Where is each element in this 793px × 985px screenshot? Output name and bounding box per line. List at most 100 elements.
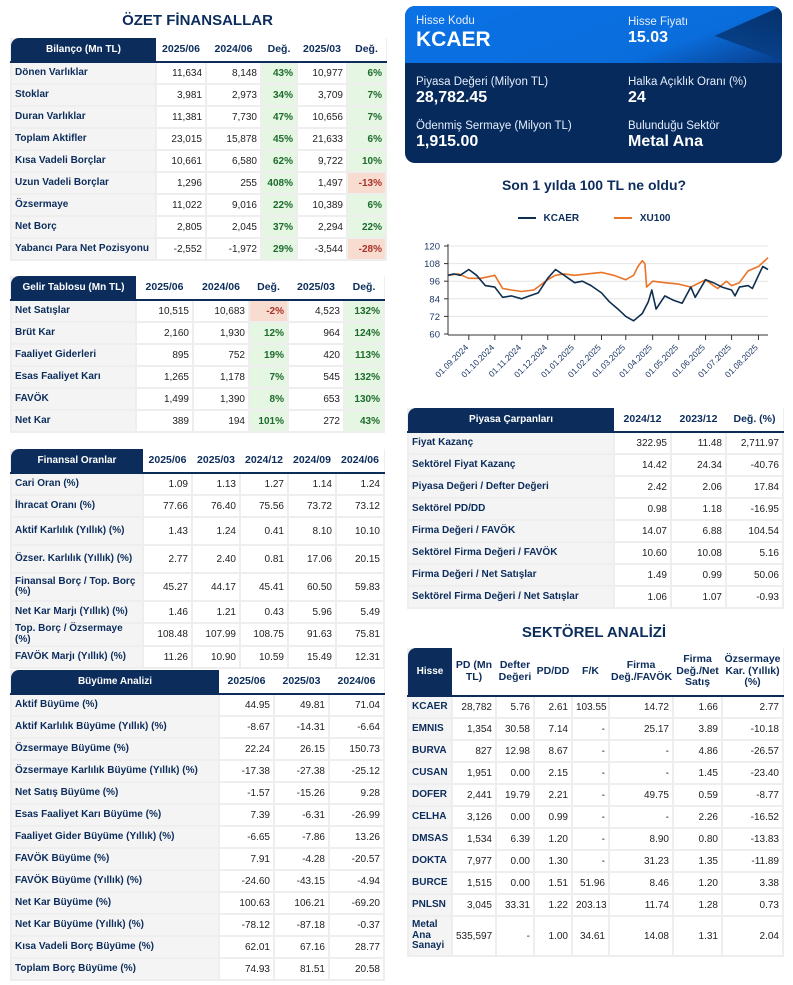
value-cell: -1,972 (205, 237, 262, 261)
value-cell: 1.51 (533, 871, 573, 895)
value-cell: 8.67 (533, 739, 573, 763)
legend-item-xu100: XU100 (613, 213, 670, 224)
value-cell: 3,045 (451, 893, 497, 917)
stock-price-value: 15.03 (628, 29, 669, 46)
value-cell: 1.07 (670, 585, 727, 609)
change-cell: 8% (248, 387, 289, 411)
change-cell: 6% (346, 61, 387, 85)
row-label: EMNIS (407, 717, 453, 741)
value-cell: -8.67 (218, 715, 275, 739)
value-cell: - (571, 805, 610, 829)
value-cell: 1.35 (672, 849, 723, 873)
table-row: Kısa Vadeli Borçlar 10,661 6,580 62% 9,722 10… (10, 149, 387, 173)
value-cell: 1.28 (672, 893, 723, 917)
value-cell: -27.38 (273, 759, 330, 783)
value-cell: 3,981 (155, 83, 207, 107)
value-cell: -25.12 (328, 759, 385, 783)
value-cell: 0.00 (495, 761, 535, 785)
table-row: Sektörel Firma Değeri / Net Satışlar 1.06… (407, 585, 784, 609)
value-cell: 0.99 (670, 563, 727, 587)
stock-info-card: Hisse Kodu KCAER Hisse Fiyatı 15.03 Piya… (405, 6, 782, 163)
value-cell: 2,711.97 (725, 431, 784, 455)
column-header: Firma Değ./FAVÖK (609, 648, 673, 697)
row-label: Toplam Aktifler (10, 127, 157, 151)
column-header: 2025/06 (143, 449, 192, 474)
value-cell: 14.42 (613, 453, 672, 477)
paid-capital-label: Ödenmiş Sermaye (Milyon TL) (416, 120, 572, 132)
header-row: Hisse PD (Mn TL) Defter Değeri PD/DD F/K Firm… (408, 648, 783, 697)
value-cell: 103.55 (571, 695, 610, 719)
y-tick-label: 84 (429, 294, 440, 305)
stock-code: Hisse Kodu KCAER (416, 15, 491, 52)
table-row: FAVÖK Marjı (Yıllık) (%) 11.26 10.90 10.59 1… (10, 645, 385, 669)
summary-title: ÖZET FİNANSALLAR (122, 12, 273, 29)
row-label: Esas Faaliyet Karı Büyüme (%) (10, 803, 220, 827)
column-header: Değ. (249, 276, 288, 301)
value-cell: 1.24 (191, 516, 241, 546)
y-tick-label: 108 (424, 259, 440, 270)
value-cell: -17.38 (218, 759, 275, 783)
value-cell: - (571, 739, 610, 763)
series-line-kcaer (447, 265, 769, 322)
legend-swatch (613, 217, 632, 219)
value-cell: -0.93 (725, 585, 784, 609)
value-cell: 7.14 (533, 717, 573, 741)
value-cell: 2.40 (191, 544, 241, 574)
change-cell: 22% (260, 193, 298, 217)
row-label: Finansal Borç / Top. Borç (%) (10, 572, 144, 602)
value-cell: 9.28 (328, 781, 385, 805)
change-cell: -28% (346, 237, 387, 261)
value-cell: -15.26 (273, 781, 330, 805)
value-cell: 5.76 (495, 695, 535, 719)
chart-legend: KCAER XU100 (405, 211, 783, 224)
value-cell: -16.95 (725, 497, 784, 521)
value-cell: 1.00 (533, 915, 573, 957)
table-row: Sektörel Fiyat Kazanç 14.42 24.34 -40.76 (407, 453, 784, 477)
column-header: PD/DD (534, 648, 572, 697)
free-float-label: Halka Açıklık Oranı (%) (628, 76, 747, 88)
table-row: Toplam Borç Büyüme (%) 74.93 81.51 20.58 (10, 957, 385, 981)
value-cell: 59.83 (335, 572, 385, 602)
table-row: Fiyat Kazanç 322.95 11.48 2,711.97 (407, 431, 784, 455)
table-row: Aktif Büyüme (%) 44.95 49.81 71.04 (10, 693, 385, 717)
table-row: BURVA 827 12.98 8.67- -4.86 -26.57 (407, 739, 784, 763)
table-row: PNLSN 3,045 33.31 1.22 203.13 11.74 1.28 0.73 (407, 893, 784, 917)
value-cell: 108.48 (142, 622, 193, 647)
header-row: Büyüme Analizi 2025/06 2025/03 2024/06 (11, 670, 384, 695)
value-cell: 10.59 (239, 645, 289, 669)
value-cell: 7.91 (218, 847, 275, 871)
row-label: Firma Değeri / FAVÖK (407, 519, 615, 543)
row-label: Faaliyet Gider Büyüme (Yıllık) (%) (10, 825, 220, 849)
row-label: CELHA (407, 805, 453, 829)
value-cell: 1.14 (287, 472, 337, 496)
value-cell: 3.89 (672, 717, 723, 741)
value-cell: 0.00 (495, 871, 535, 895)
row-label: Brüt Kar (10, 321, 137, 345)
value-cell: 2,805 (155, 215, 207, 239)
value-cell: 2.77 (142, 544, 193, 574)
table-row: İhracat Oranı (%) 77.66 76.40 75.56 73.72 73.… (10, 494, 385, 518)
table-row: Özsermaye 11,022 9,016 22% 10,389 6% (10, 193, 387, 217)
balance-sheet-table: Bilanço (Mn TL) 2025/06 2024/06 Değ. 2025/03… (10, 38, 387, 261)
change-cell: 22% (346, 215, 387, 239)
table-row: Net Satışlar 10,515 10,683 -2% 4,523 132% (10, 299, 385, 323)
table-row: Toplam Aktifler 23,015 15,878 45% 21,633 6% (10, 127, 387, 151)
table-row: Finansal Borç / Top. Borç (%) 45.27 44.17 4… (10, 572, 385, 602)
market-multiples-table: Piyasa Çarpanları 2024/12 2023/12 Değ. (%) F… (407, 408, 784, 609)
row-label: Sektörel Firma Değeri / Net Satışlar (407, 585, 615, 609)
value-cell: 49.75 (608, 783, 674, 807)
row-label: Sektörel Fiyat Kazanç (407, 453, 615, 477)
value-cell: 9,016 (205, 193, 262, 217)
table-row: Aktif Karlılık Büyüme (Yıllık) (%) -8.67-… (10, 715, 385, 739)
table-row: CUSAN 1,951 0.00 2.15- -1.45 -23.40 (407, 761, 784, 785)
table-row: FAVÖK Büyüme (%) 7.91 -4.28 -20.57 (10, 847, 385, 871)
value-cell: 8.90 (608, 827, 674, 851)
change-cell: 19% (248, 343, 289, 367)
value-cell: 5.49 (335, 600, 385, 624)
legend-item-kcaer: KCAER (517, 213, 579, 224)
value-cell: 75.56 (239, 494, 289, 518)
value-cell: 6.88 (670, 519, 727, 543)
table-row: Net Kar Büyüme (%) 100.63 106.21 -69.20 (10, 891, 385, 915)
value-cell: 1,951 (451, 761, 497, 785)
value-cell: 1.20 (672, 871, 723, 895)
